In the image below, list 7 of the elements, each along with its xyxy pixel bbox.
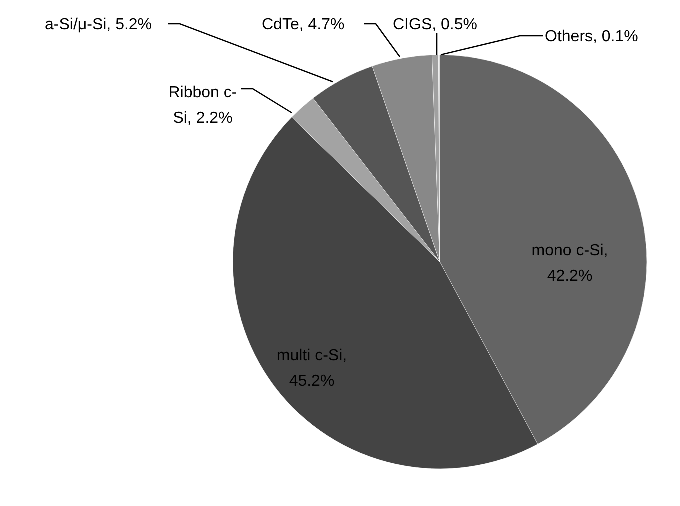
slice-label: CdTe, 4.7%: [262, 16, 345, 34]
slice-label: mono c-Si, 42.2%: [532, 242, 608, 286]
slice-label: a-Si/μ-Si, 5.2%: [45, 16, 152, 34]
slice-label: CIGS, 0.5%: [393, 16, 478, 34]
slice-label: multi c-Si, 45.2%: [276, 348, 348, 390]
slice-label: Ribbon c-Si, 2.2%: [168, 84, 238, 128]
slice-label: Others, 0.1%: [545, 28, 638, 46]
